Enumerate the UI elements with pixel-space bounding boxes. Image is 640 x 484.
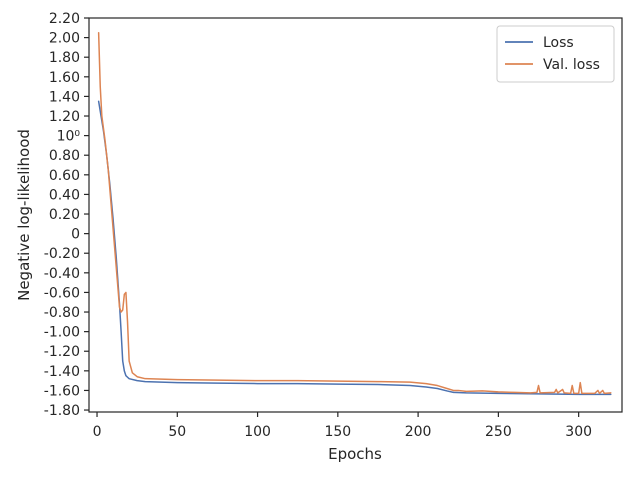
y-tick-label: 0.40 — [49, 187, 80, 203]
y-tick-label: 1.40 — [49, 89, 80, 105]
y-tick-label: 0.20 — [49, 207, 80, 223]
y-tick-label: -1.60 — [44, 383, 80, 399]
y-tick-label: -0.80 — [44, 305, 80, 321]
legend: Loss Val. loss — [496, 25, 615, 83]
series-layer — [97, 31, 612, 396]
legend-label: Loss — [543, 35, 574, 51]
y-tick-label: -1.20 — [44, 344, 80, 360]
x-tick-label: 200 — [405, 424, 432, 440]
legend-label: Val. loss — [543, 57, 600, 73]
y-tick-label: 1.80 — [49, 50, 80, 66]
x-tick-label: 150 — [324, 424, 351, 440]
y-tick-label: 1.60 — [49, 70, 80, 86]
y-tick-label: 0 — [71, 227, 80, 243]
y-tick-label: -0.20 — [44, 246, 80, 262]
x-tick-label: 250 — [485, 424, 512, 440]
x-tick-label: 100 — [244, 424, 271, 440]
y-axis-label: Negative log-likelihood — [15, 129, 33, 301]
y-tick-label: -1.80 — [44, 403, 80, 419]
y-tick-label: -0.60 — [44, 285, 80, 301]
plot-frame — [88, 17, 623, 413]
x-axis-label: Epochs — [328, 445, 382, 463]
y-tick-label: -0.40 — [44, 266, 80, 282]
y-tick-label: -1.00 — [44, 325, 80, 341]
y-tick-label: 1.20 — [49, 109, 80, 125]
legend-box — [496, 25, 615, 83]
x-tick-label: 50 — [168, 424, 186, 440]
series-line-loss — [97, 100, 612, 396]
x-tick-label: 300 — [565, 424, 592, 440]
series-line-val-loss — [97, 31, 612, 395]
y-tick-label: -1.40 — [44, 364, 80, 380]
y-tick-label: 0.80 — [49, 148, 80, 164]
y-tick-label: 2.20 — [49, 11, 80, 27]
axes-layer: 0 50 100 150 200 250 300 2.20 2.00 1.80 1.60 1.40 1.… — [44, 11, 623, 440]
x-tick-label: 0 — [93, 424, 102, 440]
y-tick-label: 2.00 — [49, 31, 80, 47]
y-tick-label: 10⁰ — [57, 129, 81, 145]
y-tick-label: 0.60 — [49, 168, 80, 184]
